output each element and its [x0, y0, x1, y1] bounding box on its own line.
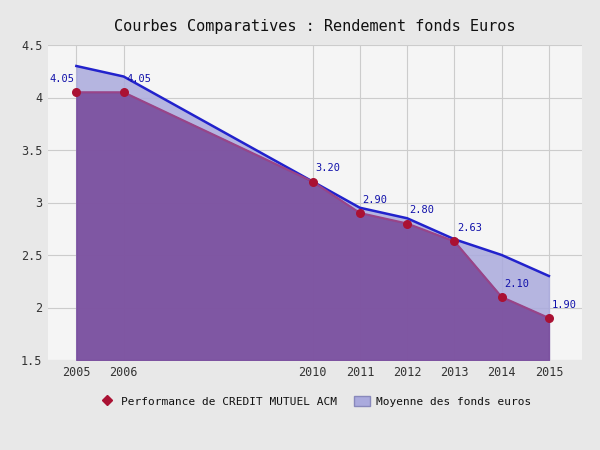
Text: 2.90: 2.90 [362, 194, 387, 205]
Text: 2.10: 2.10 [504, 279, 529, 288]
Point [544, 315, 554, 322]
Point [119, 89, 128, 96]
Point [355, 209, 365, 216]
Point [449, 238, 459, 245]
Text: 2.80: 2.80 [410, 205, 434, 215]
Text: 2.63: 2.63 [457, 223, 482, 233]
Text: 1.90: 1.90 [551, 300, 576, 310]
Point [403, 220, 412, 227]
Text: 4.05: 4.05 [49, 74, 74, 84]
Legend: Performance de CREDIT MUTUEL ACM, Moyenne des fonds euros: Performance de CREDIT MUTUEL ACM, Moyenn… [94, 392, 536, 411]
Point [308, 178, 317, 185]
Point [71, 89, 81, 96]
Text: 3.20: 3.20 [315, 163, 340, 173]
Title: Courbes Comparatives : Rendement fonds Euros: Courbes Comparatives : Rendement fonds E… [114, 19, 516, 34]
Point [497, 293, 506, 301]
Text: 4.05: 4.05 [126, 74, 151, 84]
